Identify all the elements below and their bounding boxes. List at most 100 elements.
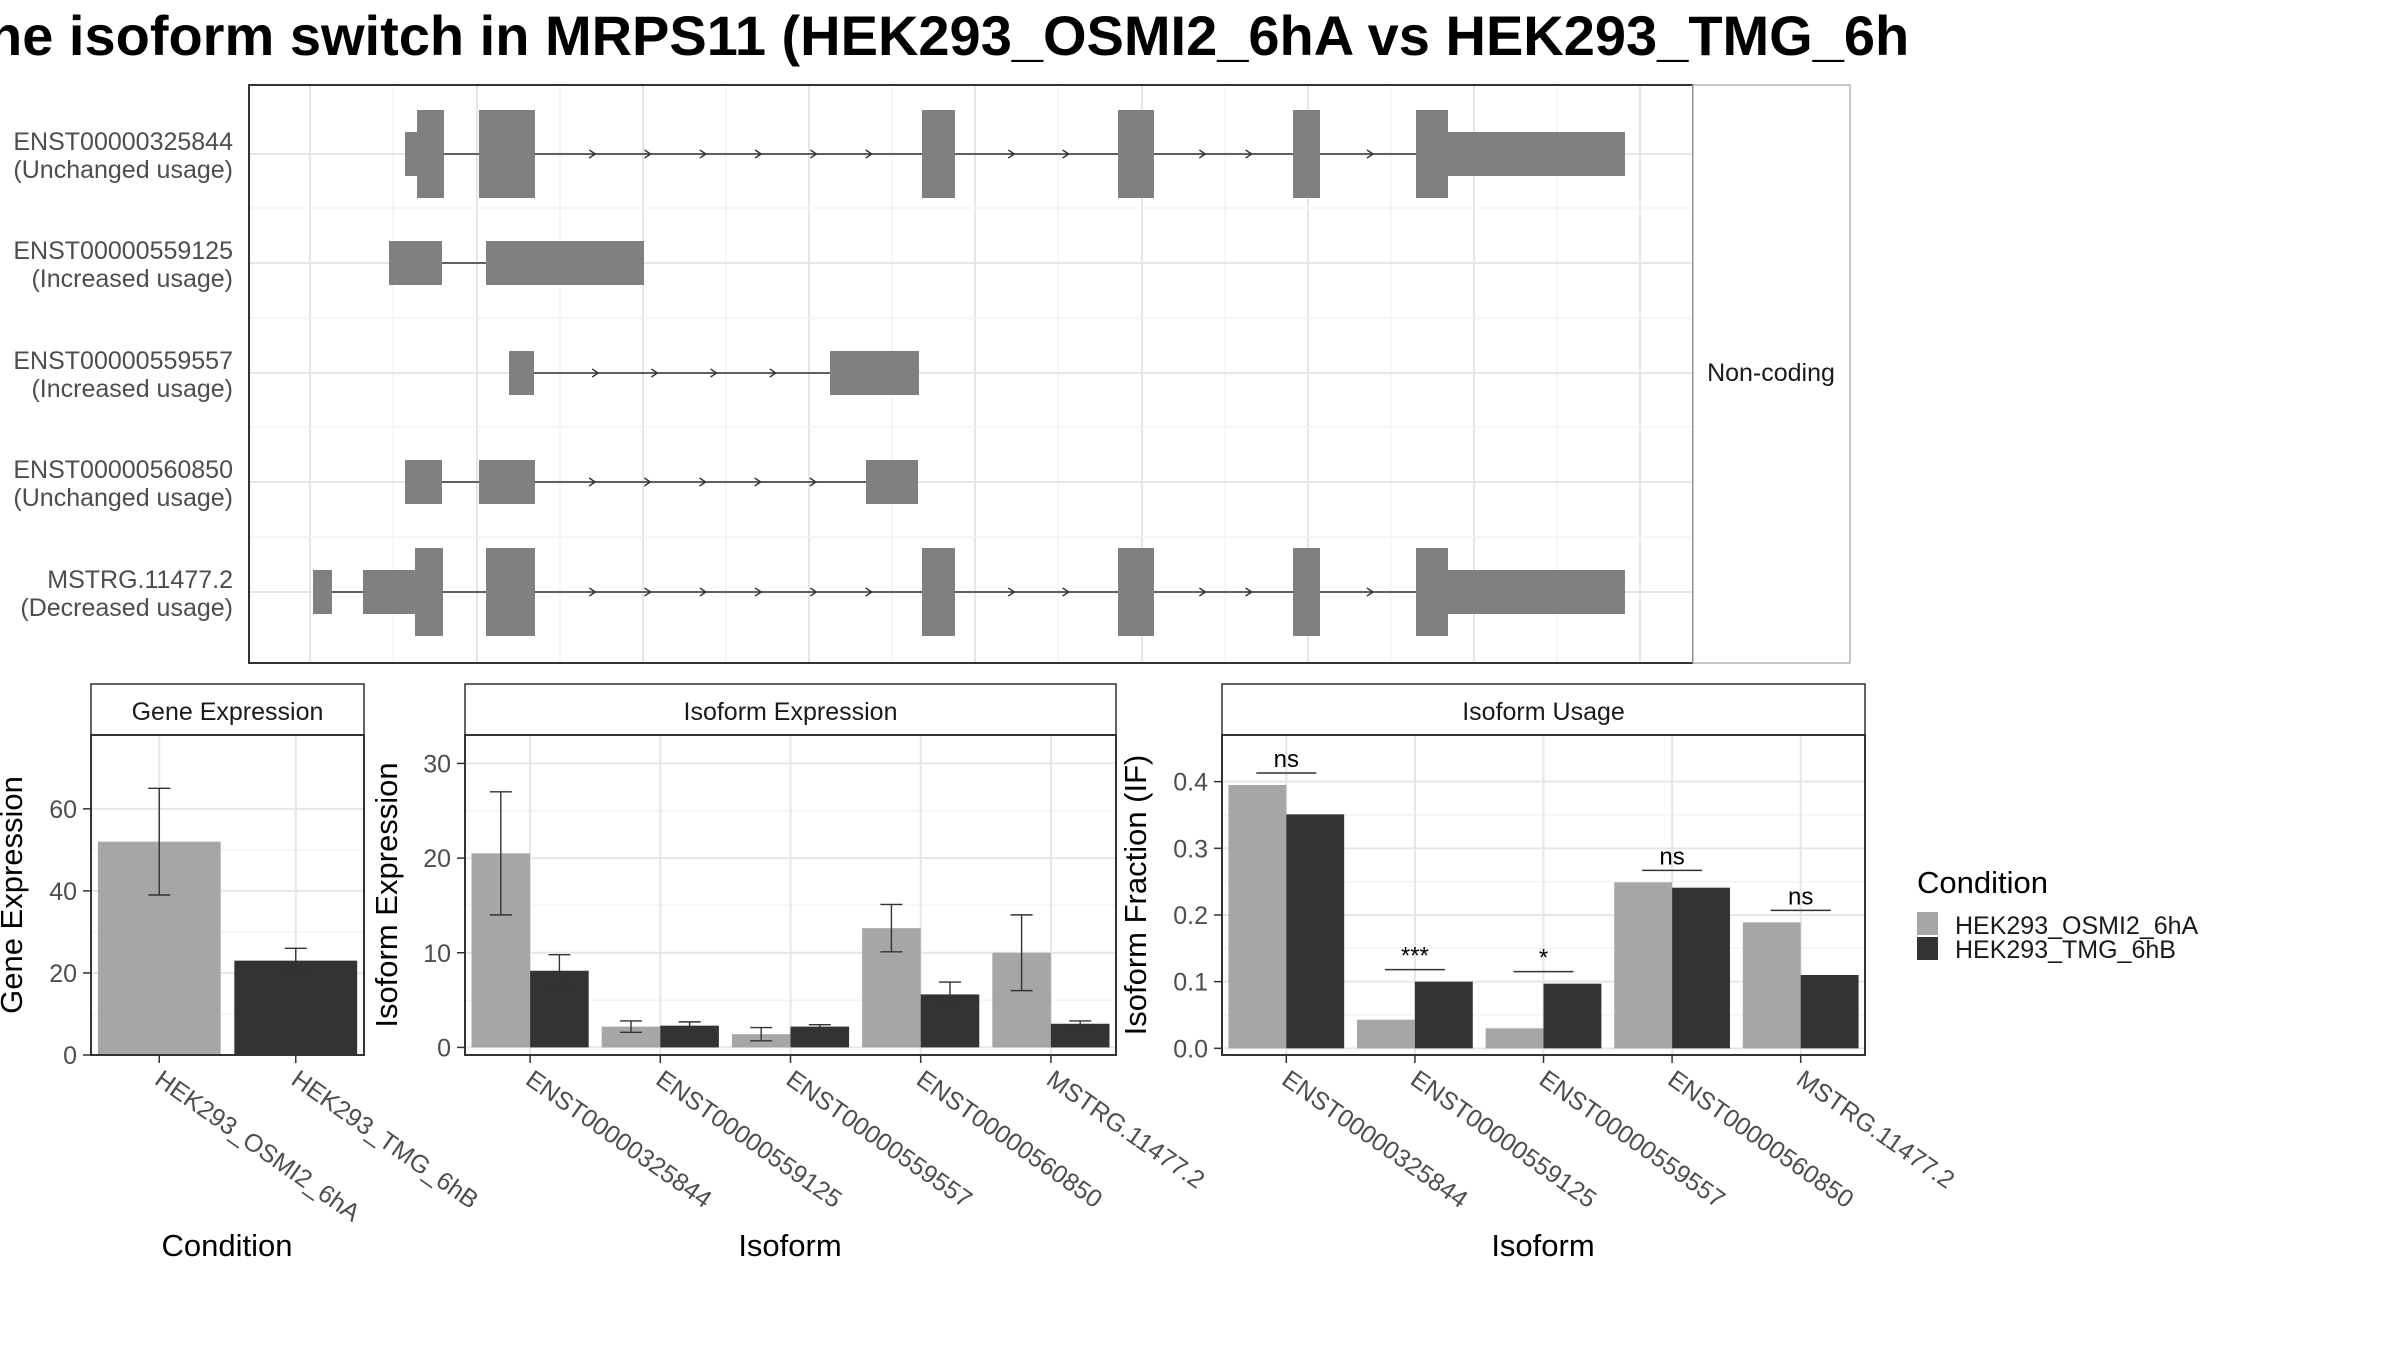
- transcript-track: [405, 110, 1625, 198]
- utr-exon: [509, 351, 534, 395]
- intron-direction-arrow: [754, 149, 763, 159]
- y-tick-label: 10: [423, 940, 451, 968]
- coding-exon: [417, 110, 444, 198]
- significance-label: *: [1539, 945, 1548, 972]
- isoform-expression-panel: Isoform Expression0102030ENST00000325844…: [369, 683, 1210, 1263]
- legend-label-tmg: HEK293_TMG_6hB: [1955, 936, 2176, 964]
- utr-exon: [1448, 132, 1625, 176]
- bar: [1357, 1019, 1415, 1049]
- intron-direction-arrow: [591, 368, 600, 378]
- bar: [660, 1025, 719, 1048]
- bar: [1543, 983, 1602, 1049]
- structure-transcript-labels: ENST00000325844(Unchanged usage)ENST0000…: [13, 128, 233, 622]
- bar: [1614, 882, 1673, 1049]
- coding-exon: [415, 548, 443, 636]
- y-tick-label: 20: [423, 845, 451, 873]
- transcript-id-label: ENST00000559557: [13, 347, 233, 375]
- y-tick-label: 30: [423, 750, 451, 778]
- intron-direction-arrow: [1198, 149, 1207, 159]
- utr-exon: [830, 351, 919, 395]
- panel-strip-label: Isoform Expression: [684, 698, 898, 726]
- utr-exon: [866, 460, 918, 504]
- gene-expression-panel: Gene Expression0204060HEK293_OSMI2_6hAHE…: [0, 683, 483, 1263]
- utr-exon: [479, 460, 535, 504]
- bar: [1672, 887, 1730, 1049]
- intron-direction-arrow: [810, 149, 818, 159]
- coding-exon: [922, 110, 955, 198]
- panel-strip: [90, 683, 365, 736]
- significance-label: ns: [1274, 746, 1299, 773]
- y-tick-label: 0.4: [1173, 769, 1208, 797]
- y-tick-label: 0.0: [1173, 1035, 1208, 1063]
- intron-direction-arrow: [1366, 149, 1375, 159]
- y-tick-label: 0.1: [1173, 969, 1208, 997]
- coding-exon: [486, 548, 535, 636]
- y-tick-label: 40: [49, 878, 77, 906]
- transcript-id-label: ENST00000560850: [13, 456, 233, 484]
- structure-tracks: [313, 110, 1625, 636]
- y-tick-label: 0: [437, 1034, 451, 1062]
- coding-exon: [1293, 548, 1320, 636]
- intron-direction-arrow: [644, 149, 652, 159]
- y-axis-title: Gene Expression: [0, 776, 29, 1014]
- significance-label: ns: [1659, 843, 1684, 870]
- coding-exon: [1416, 110, 1448, 198]
- coding-exon: [1118, 110, 1154, 198]
- intron-direction-arrow: [1198, 587, 1207, 597]
- figure-title: ne isoform switch in MRPS11 (HEK293_OSMI…: [0, 4, 1909, 67]
- transcript-track: [313, 548, 1625, 636]
- legend-title: Condition: [1917, 865, 2048, 900]
- transcript-id-label: MSTRG.11477.2: [47, 566, 233, 594]
- bar: [234, 960, 358, 1055]
- intron-direction-arrow: [651, 368, 659, 378]
- intron-direction-arrow: [865, 149, 873, 159]
- intron-direction-arrow: [643, 477, 652, 487]
- utr-exon: [405, 460, 442, 504]
- coding-exon: [1293, 110, 1320, 198]
- transcript-usage-label: (Unchanged usage): [13, 484, 233, 512]
- intron-direction-arrow: [1007, 149, 1016, 159]
- utr-exon: [389, 241, 442, 285]
- intron-direction-arrow: [769, 368, 778, 378]
- transcript-usage-label: (Increased usage): [31, 265, 233, 293]
- intron-direction-arrow: [588, 477, 597, 487]
- intron-direction-arrow: [810, 587, 818, 597]
- significance-label: ***: [1401, 943, 1429, 970]
- y-tick-label: 20: [49, 960, 77, 988]
- intron-direction-arrow: [754, 587, 763, 597]
- intron-direction-arrow: [1007, 587, 1016, 597]
- panel-strip: [1221, 683, 1866, 736]
- bar: [1228, 785, 1287, 1049]
- intron-direction-arrow: [1062, 587, 1070, 597]
- legend: Condition HEK293_OSMI2_6hA HEK293_TMG_6h…: [1917, 865, 2199, 964]
- legend-swatch-tmg: [1917, 937, 1938, 960]
- intron-direction-arrow: [644, 587, 652, 597]
- intron-direction-arrow: [754, 477, 762, 487]
- transcript-track: [389, 241, 644, 285]
- x-axis-title: Isoform: [1491, 1228, 1594, 1263]
- structure-strip: [1692, 84, 1851, 664]
- utr-exon: [1448, 570, 1625, 614]
- intron-direction-arrow: [865, 587, 873, 597]
- legend-label-osmi2: HEK293_OSMI2_6hA: [1955, 912, 2199, 940]
- utr-exon: [405, 132, 417, 176]
- utr-exon: [486, 241, 644, 285]
- transcript-structure-panel: ENST00000325844(Unchanged usage)ENST0000…: [13, 84, 1851, 664]
- y-tick-label: 0: [63, 1042, 77, 1070]
- significance-label: ns: [1788, 883, 1813, 910]
- transcript-usage-label: (Unchanged usage): [13, 156, 233, 184]
- y-axis-title: Isoform Fraction (IF): [1118, 755, 1153, 1036]
- intron-direction-arrow: [809, 477, 818, 487]
- intron-direction-arrow: [699, 149, 708, 159]
- intron-direction-arrow: [588, 149, 597, 159]
- intron-direction-arrow: [1245, 149, 1253, 159]
- bar: [1286, 814, 1345, 1049]
- coding-exon: [479, 110, 535, 198]
- panel-strip-label: Isoform Usage: [1462, 698, 1625, 726]
- transcript-usage-label: (Increased usage): [31, 375, 233, 403]
- bar: [1050, 1023, 1110, 1048]
- transcript-track: [405, 460, 918, 504]
- panel-border: [90, 734, 365, 1056]
